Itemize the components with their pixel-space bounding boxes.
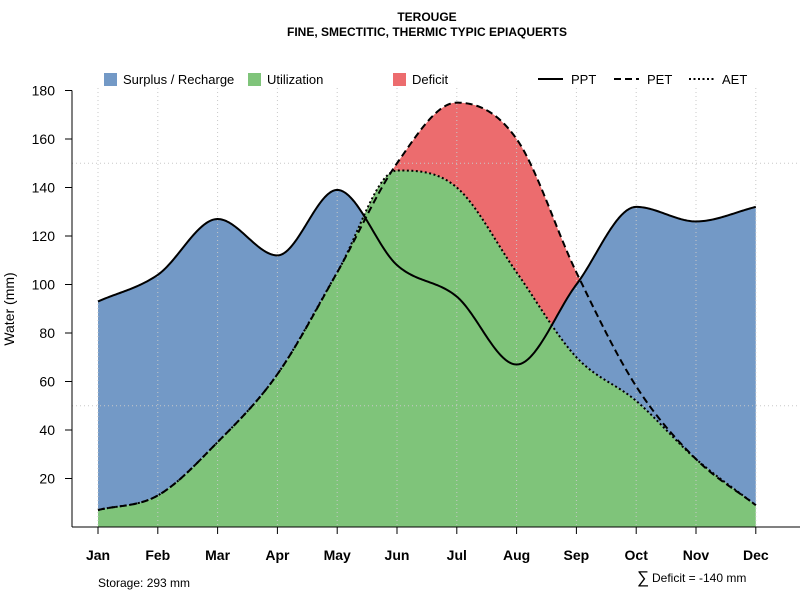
- legend-label-utilization: Utilization: [267, 72, 323, 87]
- legend-label-surplus: Surplus / Recharge: [123, 72, 234, 87]
- y-tick-label-60: 60: [39, 374, 55, 390]
- surplus-area: [98, 170, 756, 511]
- x-tick-label-oct: Oct: [625, 547, 649, 563]
- legend-label-aet: AET: [722, 72, 747, 87]
- y-tick-label-140: 140: [32, 180, 56, 196]
- y-tick-label-100: 100: [32, 277, 56, 293]
- sum-symbol: ∑: [637, 568, 649, 587]
- x-tick-label-mar: Mar: [205, 547, 230, 563]
- y-tick-label-160: 160: [32, 131, 56, 147]
- legend-label-deficit: Deficit: [412, 72, 449, 87]
- legend-label-pet: PET: [647, 72, 672, 87]
- x-tick-label-nov: Nov: [683, 547, 710, 563]
- legend-swatch-deficit: [393, 73, 406, 86]
- chart-subtitle: FINE, SMECTITIC, THERMIC TYPIC EPIAQUERT…: [287, 25, 567, 39]
- x-tick-label-jun: Jun: [385, 547, 410, 563]
- x-tick-label-feb: Feb: [145, 547, 170, 563]
- legend-swatch-utilization: [248, 73, 261, 86]
- x-tick-label-may: May: [324, 547, 351, 563]
- x-tick-label-jan: Jan: [86, 547, 110, 563]
- y-tick-label-20: 20: [39, 471, 55, 487]
- x-tick-label-sep: Sep: [564, 547, 590, 563]
- chart-title: TEROUGE: [397, 10, 456, 24]
- ppt-line: [97, 188, 757, 366]
- y-tick-label-80: 80: [39, 325, 55, 341]
- deficit-text: Deficit = -140 mm: [652, 571, 746, 585]
- x-tick-label-jul: Jul: [447, 547, 467, 563]
- y-tick-label-120: 120: [32, 228, 56, 244]
- x-tick-label-apr: Apr: [265, 547, 290, 563]
- storage-text: Storage: 293 mm: [98, 576, 190, 590]
- pet-line: [97, 101, 757, 511]
- x-tick-label-aug: Aug: [503, 547, 530, 563]
- y-axis-label: Water (mm): [1, 272, 17, 345]
- y-tick-label-40: 40: [39, 422, 55, 438]
- legend-label-ppt: PPT: [571, 72, 596, 87]
- y-tick-label-180: 180: [32, 83, 56, 99]
- utilization-area: [98, 170, 756, 527]
- x-tick-label-dec: Dec: [743, 547, 769, 563]
- legend-swatch-surplus: [104, 73, 117, 86]
